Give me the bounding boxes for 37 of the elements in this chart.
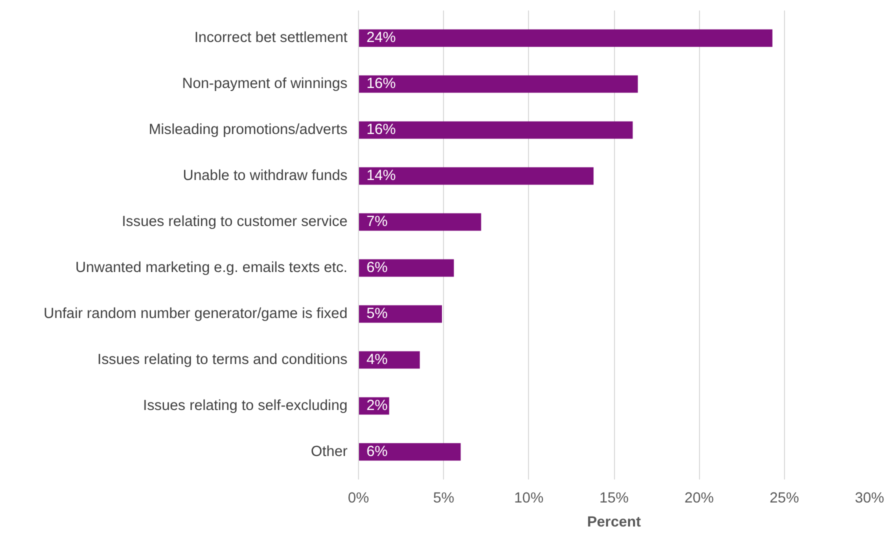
y-tick-label: Unable to withdraw funds: [182, 168, 348, 184]
y-tick-label: Incorrect bet settlement: [194, 30, 348, 46]
bar: [358, 305, 442, 323]
y-tick-label: Other: [310, 444, 348, 460]
data-label: 2%: [366, 398, 388, 414]
data-label: 16%: [366, 76, 396, 92]
y-tick-label: Misleading promotions/adverts: [148, 122, 348, 138]
data-label: 7%: [366, 214, 388, 230]
bar: [358, 351, 420, 369]
y-tick-label: Unfair random number generator/game is fixed: [44, 306, 348, 322]
data-label: 4%: [366, 352, 388, 368]
bar: [358, 75, 638, 93]
x-tick-label: 30%: [854, 490, 884, 506]
x-tick-label: 20%: [684, 490, 714, 506]
x-tick-label: 5%: [433, 490, 454, 506]
data-label: 24%: [366, 30, 396, 46]
data-label: 6%: [366, 260, 388, 276]
y-tick-label: Issues relating to self-excluding: [143, 398, 348, 414]
bar: [358, 259, 454, 277]
y-tick-label: Issues relating to terms and conditions: [97, 352, 348, 368]
bar: [358, 213, 482, 231]
data-label: 16%: [366, 122, 396, 138]
x-tick-label: 15%: [599, 490, 629, 506]
data-label: 6%: [366, 444, 388, 460]
x-tick-label: 10%: [514, 490, 544, 506]
x-axis-title: Percent: [587, 514, 641, 530]
y-tick-label: Unwanted marketing e.g. emails texts etc.: [75, 260, 348, 276]
y-tick-label: Non-payment of winnings: [182, 76, 348, 92]
y-tick-label: Issues relating to customer service: [122, 214, 348, 230]
bar: [358, 167, 594, 185]
x-tick-label: 0%: [348, 490, 370, 506]
data-label: 5%: [366, 306, 388, 322]
x-tick-label: 25%: [770, 490, 800, 506]
bar: [358, 443, 461, 461]
data-label: 14%: [366, 168, 396, 184]
bar: [358, 29, 772, 47]
bar: [358, 121, 633, 139]
